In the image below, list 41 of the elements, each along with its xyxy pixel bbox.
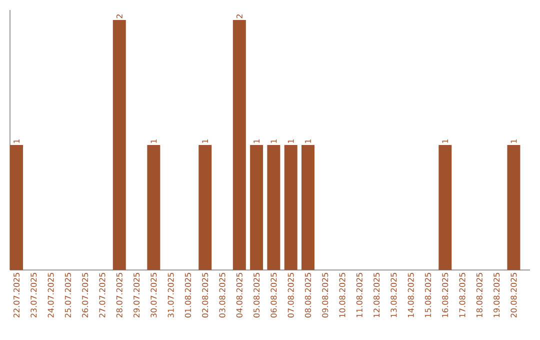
data-label: 1 — [254, 139, 260, 143]
data-label: 1 — [442, 139, 448, 143]
x-tick-label: 27.07.2025 — [99, 272, 106, 318]
x-tick-label: 22.07.2025 — [13, 272, 20, 318]
x-tick-label: 07.08.2025 — [288, 272, 294, 318]
x-tick-label: 31.07.2025 — [168, 272, 174, 318]
x-tick-label: 17.08.2025 — [459, 272, 466, 318]
x-tick-label: 15.08.2025 — [424, 272, 432, 318]
x-tick-label: 30.07.2025 — [150, 272, 157, 318]
x-tick-label: 14.08.2025 — [408, 272, 414, 318]
x-tick-label: 05.08.2025 — [254, 272, 260, 318]
x-tick-label: 12.08.2025 — [374, 272, 380, 318]
data-label: 1 — [305, 139, 311, 143]
x-tick-label: 18.08.2025 — [476, 272, 482, 318]
data-label: 1 — [150, 139, 157, 143]
x-tick-label: 06.08.2025 — [270, 272, 277, 318]
x-tick-label: 20.08.2025 — [510, 272, 517, 318]
data-label: 1 — [202, 139, 208, 143]
x-tick-label: 28.07.2025 — [116, 272, 122, 318]
x-tick-label: 24.07.2025 — [48, 272, 54, 318]
data-label: 1 — [270, 139, 277, 143]
data-label: 1 — [288, 139, 294, 143]
x-tick-label: 09.08.2025 — [322, 272, 328, 318]
x-tick-label: 29.07.2025 — [134, 272, 140, 318]
x-tick-label: 19.08.2025 — [494, 272, 500, 318]
x-tick-label: 11.08.2025 — [356, 272, 362, 318]
x-tick-label: 01.08.2025 — [184, 272, 191, 318]
x-tick-label: 23.07.2025 — [30, 272, 37, 318]
x-tick-label: 10.08.2025 — [339, 272, 346, 318]
data-label: 1 — [510, 139, 517, 143]
x-tick-label: 03.08.2025 — [219, 272, 226, 318]
x-tick-label: 25.07.2025 — [64, 272, 71, 318]
x-tick-label: 16.08.2025 — [442, 272, 448, 318]
data-label: 2 — [116, 14, 122, 18]
x-tick-label: 13.08.2025 — [390, 272, 397, 318]
x-tick-label: 26.07.2025 — [82, 272, 88, 318]
data-label: 2 — [236, 14, 242, 18]
x-tick-label: 02.08.2025 — [202, 272, 208, 318]
x-tick-label: 04.08.2025 — [236, 272, 242, 318]
x-tick-label: 08.08.2025 — [304, 272, 312, 318]
data-label: 1 — [14, 139, 20, 143]
